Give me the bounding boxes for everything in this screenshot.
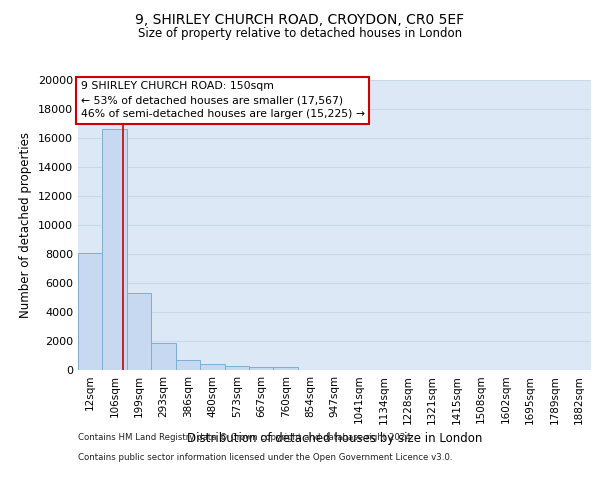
X-axis label: Distribution of detached houses by size in London: Distribution of detached houses by size … (187, 432, 482, 445)
Bar (127, 293, 151, 370)
Text: 9 SHIRLEY CHURCH ROAD: 150sqm
← 53% of detached houses are smaller (17,567)
46% : 9 SHIRLEY CHURCH ROAD: 150sqm ← 53% of d… (80, 82, 365, 120)
Bar (274, 367, 298, 370)
Bar (224, 366, 249, 370)
Bar (249, 367, 274, 370)
Y-axis label: Number of detached properties: Number of detached properties (19, 132, 32, 318)
Bar (78, 252, 103, 370)
Bar (103, 130, 127, 370)
Text: 9, SHIRLEY CHURCH ROAD, CROYDON, CR0 5EF: 9, SHIRLEY CHURCH ROAD, CROYDON, CR0 5EF (136, 12, 464, 26)
Bar (151, 343, 176, 370)
Text: Contains public sector information licensed under the Open Government Licence v3: Contains public sector information licen… (78, 454, 452, 462)
Text: Contains HM Land Registry data © Crown copyright and database right 2024.: Contains HM Land Registry data © Crown c… (78, 434, 413, 442)
Text: Size of property relative to detached houses in London: Size of property relative to detached ho… (138, 28, 462, 40)
Bar (200, 364, 224, 370)
Bar (176, 360, 200, 370)
